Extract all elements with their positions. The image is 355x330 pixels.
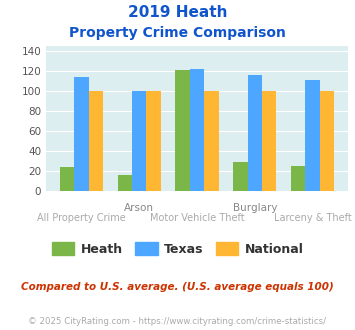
Text: © 2025 CityRating.com - https://www.cityrating.com/crime-statistics/: © 2025 CityRating.com - https://www.city…: [28, 317, 327, 326]
Legend: Heath, Texas, National: Heath, Texas, National: [47, 237, 308, 261]
Bar: [74, 77, 89, 191]
Text: Arson: Arson: [124, 203, 154, 213]
Bar: [175, 70, 190, 191]
Text: All Property Crime: All Property Crime: [37, 213, 126, 223]
Text: Motor Vehicle Theft: Motor Vehicle Theft: [150, 213, 244, 223]
Bar: [305, 80, 320, 191]
Bar: [118, 175, 132, 191]
Bar: [233, 162, 247, 191]
Bar: [204, 91, 219, 191]
Bar: [132, 91, 147, 191]
Text: Compared to U.S. average. (U.S. average equals 100): Compared to U.S. average. (U.S. average …: [21, 282, 334, 292]
Text: Larceny & Theft: Larceny & Theft: [274, 213, 351, 223]
Bar: [60, 167, 74, 191]
Bar: [320, 91, 334, 191]
Bar: [262, 91, 277, 191]
Text: Property Crime Comparison: Property Crime Comparison: [69, 26, 286, 40]
Bar: [247, 75, 262, 191]
Text: Burglary: Burglary: [233, 203, 277, 213]
Bar: [89, 91, 103, 191]
Text: 2019 Heath: 2019 Heath: [128, 5, 227, 20]
Bar: [147, 91, 161, 191]
Bar: [291, 166, 305, 191]
Bar: [190, 69, 204, 191]
